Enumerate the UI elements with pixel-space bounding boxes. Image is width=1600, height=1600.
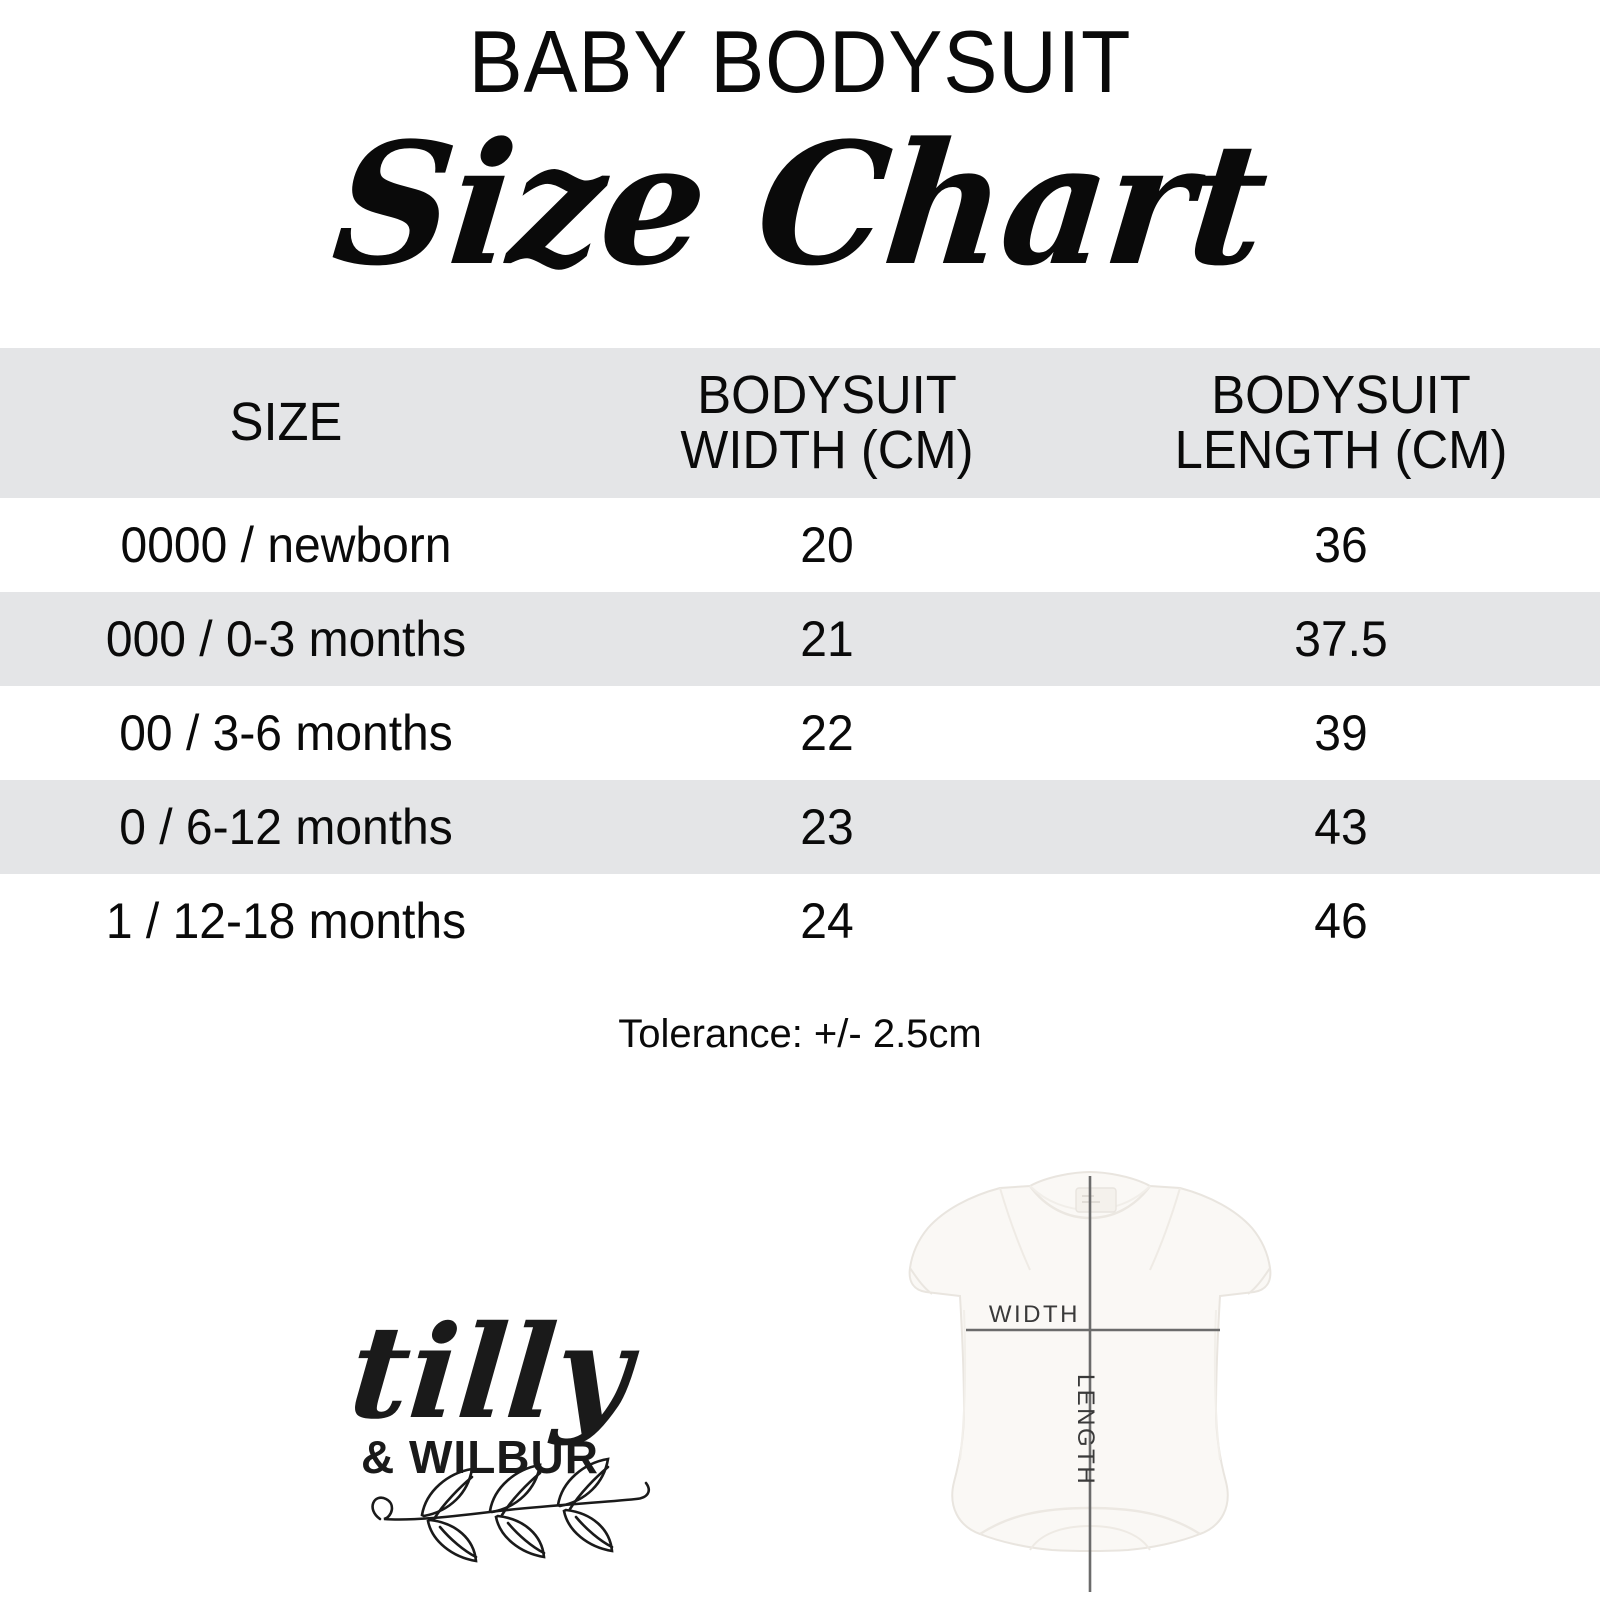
cell-size: 0000 / newborn [120, 517, 452, 573]
logo-artwork: tilly & WILBUR [344, 1298, 650, 1563]
leaf-branch-icon [371, 1457, 650, 1563]
table-row: 1 / 12-18 months 24 46 [0, 874, 1600, 968]
garment-label-icon [1075, 1187, 1117, 1213]
bodysuit-diagram: WIDTH LENGTH [880, 1130, 1300, 1600]
cell-length: 37.5 [1294, 611, 1388, 667]
cell-length: 43 [1314, 799, 1368, 855]
table-row: 00 / 3-6 months 22 39 [0, 686, 1600, 780]
logo-sub-name: & WILBUR [361, 1431, 599, 1483]
width-label: WIDTH [989, 1301, 1080, 1328]
cell-width: 24 [800, 893, 854, 949]
cell-size: 00 / 3-6 months [119, 705, 453, 761]
cell-width: 20 [800, 517, 854, 573]
cell-size: 0 / 6-12 months [119, 799, 453, 855]
tolerance-note: Tolerance: +/- 2.5cm [618, 1012, 982, 1056]
cell-length: 46 [1314, 893, 1368, 949]
page-title: BABY BODYSUIT [468, 12, 1132, 111]
cell-width: 22 [800, 705, 854, 761]
column-header-width: BODYSUIT WIDTH (CM) [587, 364, 1066, 480]
size-table: SIZE BODYSUIT WIDTH (CM) BODYSUIT LENGTH… [0, 348, 1600, 968]
column-header-width-line1: BODYSUIT [697, 364, 957, 425]
brand-logo: tilly & WILBUR [340, 1265, 670, 1575]
bodysuit-artwork: WIDTH LENGTH [908, 1170, 1272, 1592]
column-header-width-line2: WIDTH (CM) [680, 420, 974, 480]
cell-size: 000 / 0-3 months [105, 611, 467, 667]
table-row: 0 / 6-12 months 23 43 [0, 780, 1600, 874]
title-block: BABY BODYSUIT Size Chart [0, 0, 1600, 340]
length-label: LENGTH [1072, 1374, 1099, 1486]
measurement-lines [966, 1176, 1220, 1592]
column-header-length: BODYSUIT LENGTH (CM) [1098, 364, 1585, 480]
cell-width: 23 [800, 799, 854, 855]
cell-length: 39 [1314, 705, 1368, 761]
logo-script-name: tilly [344, 1298, 644, 1448]
column-header-size: SIZE [229, 392, 343, 453]
table-row: 0000 / newborn 20 36 [0, 498, 1600, 592]
cell-width: 21 [800, 611, 854, 667]
script-subtitle: Size Chart [325, 105, 1275, 303]
cell-length: 36 [1314, 517, 1368, 573]
column-header-length-line2: LENGTH (CM) [1174, 420, 1508, 480]
column-header-length-line1: BODYSUIT [1211, 364, 1471, 425]
table-header-row: SIZE BODYSUIT WIDTH (CM) BODYSUIT LENGTH… [0, 348, 1600, 498]
table-row: 000 / 0-3 months 21 37.5 [0, 592, 1600, 686]
cell-size: 1 / 12-18 months [105, 893, 467, 949]
